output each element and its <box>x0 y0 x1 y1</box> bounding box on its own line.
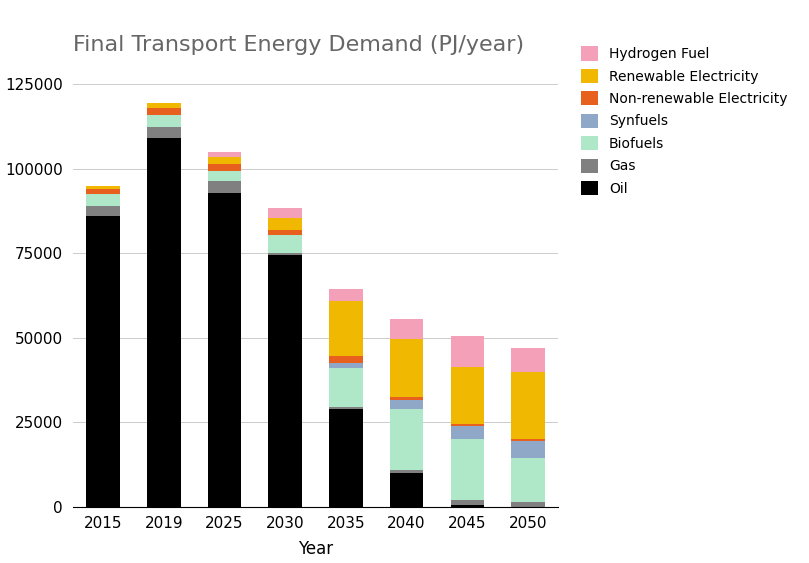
Bar <box>451 367 484 424</box>
Bar <box>147 115 180 127</box>
Bar <box>87 216 120 507</box>
Bar <box>269 253 302 255</box>
Bar <box>208 157 241 164</box>
Text: Final Transport Energy Demand (PJ/year): Final Transport Energy Demand (PJ/year) <box>73 35 524 55</box>
Bar <box>390 397 423 400</box>
Bar <box>329 289 362 301</box>
Bar <box>451 500 484 505</box>
Bar <box>87 186 120 189</box>
Bar <box>87 206 120 216</box>
Bar <box>390 339 423 397</box>
Bar <box>511 502 544 507</box>
Bar <box>511 458 544 502</box>
Bar <box>147 127 180 138</box>
Bar <box>451 424 484 426</box>
Bar <box>451 505 484 507</box>
Bar <box>147 138 180 507</box>
Bar <box>451 336 484 367</box>
Bar <box>269 235 302 253</box>
Bar <box>269 208 302 218</box>
Bar <box>87 189 120 194</box>
Bar <box>329 363 362 368</box>
Bar <box>329 356 362 363</box>
Bar <box>329 409 362 507</box>
Bar <box>329 407 362 409</box>
Bar <box>208 193 241 507</box>
Bar <box>208 171 241 181</box>
Bar <box>511 372 544 439</box>
Bar <box>269 230 302 235</box>
Bar <box>329 301 362 356</box>
Bar <box>451 439 484 500</box>
Bar <box>269 218 302 230</box>
Bar <box>390 470 423 473</box>
X-axis label: Year: Year <box>298 540 333 558</box>
Bar <box>208 181 241 193</box>
Bar <box>511 439 544 441</box>
Bar <box>147 103 180 108</box>
Bar <box>269 255 302 507</box>
Bar <box>451 426 484 439</box>
Bar <box>390 409 423 470</box>
Bar <box>390 319 423 339</box>
Legend: Hydrogen Fuel, Renewable Electricity, Non-renewable Electricity, Synfuels, Biofu: Hydrogen Fuel, Renewable Electricity, No… <box>582 46 788 196</box>
Bar <box>390 473 423 507</box>
Bar <box>390 400 423 409</box>
Bar <box>208 164 241 171</box>
Bar <box>329 368 362 407</box>
Bar <box>511 348 544 372</box>
Bar <box>147 108 180 115</box>
Bar <box>87 194 120 206</box>
Bar <box>208 152 241 157</box>
Bar <box>511 441 544 458</box>
